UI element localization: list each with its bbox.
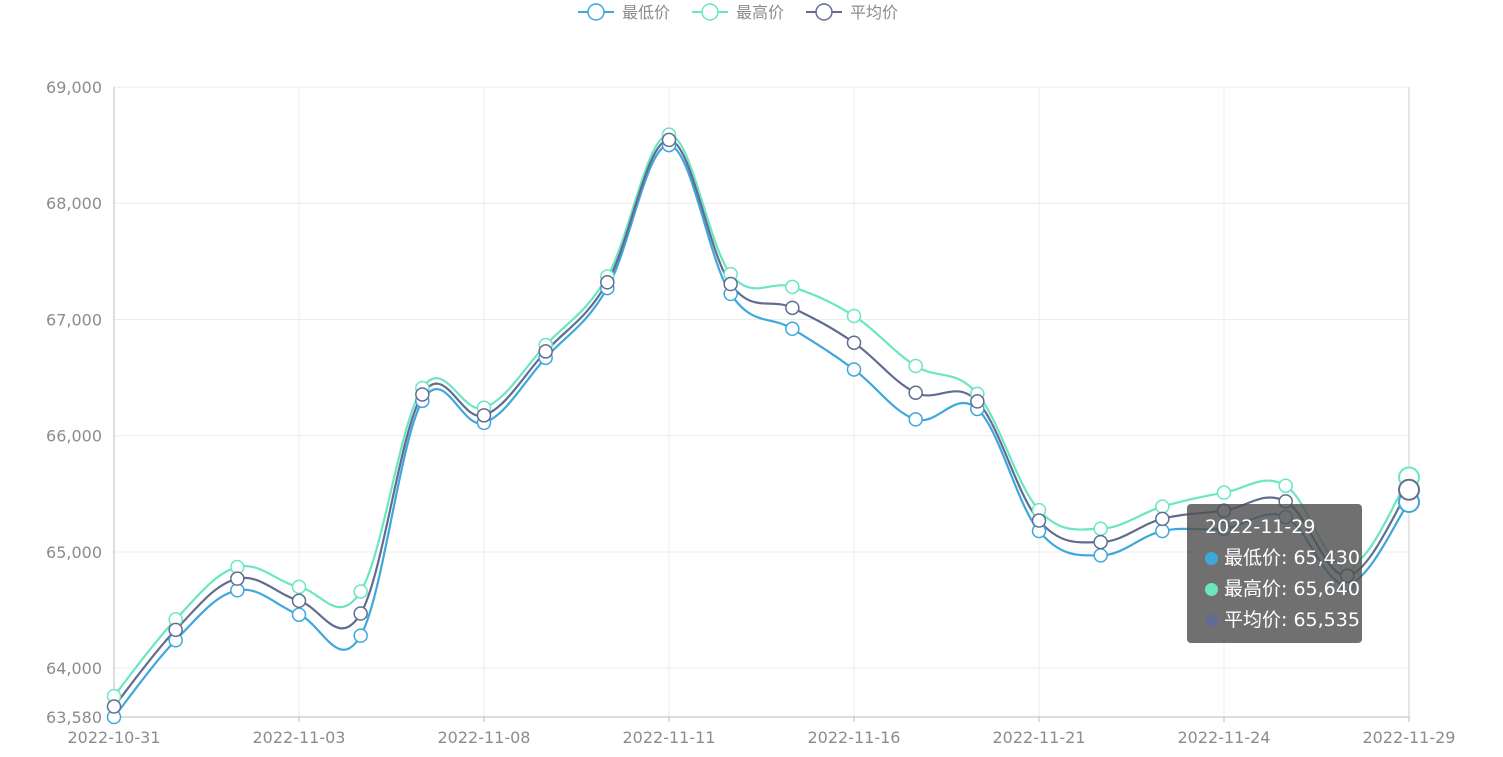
chart-tooltip: 2022-11-29 最低价: 65,430 最高价: 65,640 平均价: … bbox=[1187, 504, 1362, 643]
data-point-low bbox=[908, 412, 923, 427]
y-tick-label: 63,580 bbox=[46, 708, 102, 727]
x-tick-label: 2022-11-24 bbox=[1178, 728, 1271, 747]
tooltip-dot-avg bbox=[1205, 614, 1218, 627]
tooltip-row-low: 最低价: 65,430 bbox=[1205, 543, 1362, 574]
data-point-avg bbox=[476, 408, 492, 423]
legend-label-high: 最高价 bbox=[736, 3, 784, 22]
data-point-avg bbox=[538, 344, 553, 359]
legend-marker-low bbox=[587, 3, 605, 21]
legend-marker-avg bbox=[815, 3, 833, 21]
y-tick-label: 69,000 bbox=[46, 78, 102, 97]
data-point-avg bbox=[1031, 513, 1047, 528]
tooltip-title: 2022-11-29 bbox=[1205, 516, 1316, 538]
data-point-avg bbox=[970, 394, 985, 409]
x-tick-label: 2022-11-03 bbox=[253, 728, 346, 747]
data-point-avg bbox=[785, 300, 800, 316]
y-tick-label: 66,000 bbox=[46, 427, 102, 446]
data-point-low bbox=[1093, 548, 1108, 563]
tooltip-avg-text: 平均价: 65,535 bbox=[1224, 609, 1360, 631]
legend-marker-high bbox=[701, 3, 719, 21]
y-tick-label: 65,000 bbox=[46, 543, 102, 562]
data-point-low bbox=[1155, 523, 1170, 539]
data-point-high bbox=[846, 308, 862, 324]
data-point-high bbox=[353, 584, 368, 599]
y-tick-label: 64,000 bbox=[46, 659, 102, 678]
data-point-avg bbox=[908, 385, 923, 400]
data-point-avg bbox=[661, 132, 677, 148]
data-point-avg bbox=[1155, 511, 1170, 527]
tooltip-high-text: 最高价: 65,640 bbox=[1224, 578, 1360, 600]
data-point-avg bbox=[106, 699, 122, 714]
data-point-low bbox=[846, 362, 862, 377]
legend-label-avg: 平均价 bbox=[850, 3, 898, 22]
data-point-low bbox=[353, 628, 368, 643]
legend-label-low: 最低价 bbox=[622, 3, 670, 22]
data-point-high bbox=[908, 358, 923, 374]
data-point-high bbox=[1155, 499, 1170, 514]
data-point-avg bbox=[415, 387, 430, 402]
y-tick-label: 68,000 bbox=[46, 194, 102, 213]
data-point-avg bbox=[168, 622, 183, 638]
x-tick-label: 2022-10-31 bbox=[68, 728, 161, 747]
data-point-avg bbox=[846, 335, 862, 350]
x-tick-label: 2022-11-08 bbox=[438, 728, 531, 747]
y-tick-label: 67,000 bbox=[46, 310, 102, 329]
x-tick-label: 2022-11-11 bbox=[623, 728, 716, 747]
data-point-avg bbox=[230, 571, 245, 586]
x-tick-label: 2022-11-16 bbox=[808, 728, 901, 747]
data-point-avg bbox=[600, 275, 615, 290]
tooltip-row-high: 最高价: 65,640 bbox=[1205, 574, 1362, 605]
tooltip-dot-low bbox=[1205, 552, 1218, 565]
tooltip-low-text: 最低价: 65,430 bbox=[1224, 547, 1360, 569]
data-point-high bbox=[1093, 521, 1108, 536]
data-point-high bbox=[1216, 485, 1232, 500]
data-point-avg bbox=[1093, 534, 1108, 550]
data-point-low bbox=[291, 607, 307, 622]
data-point-high bbox=[1278, 478, 1293, 493]
data-point-low bbox=[785, 321, 800, 337]
series-line-low bbox=[113, 144, 1410, 718]
data-point-avg bbox=[291, 593, 307, 609]
x-tick-label: 2022-11-29 bbox=[1363, 728, 1456, 747]
x-tick-label: 2022-11-21 bbox=[993, 728, 1086, 747]
data-point-avg bbox=[1398, 478, 1420, 501]
data-point-high bbox=[291, 579, 307, 595]
data-point-avg bbox=[353, 606, 368, 621]
series-line-avg bbox=[113, 138, 1410, 708]
series-line-high bbox=[113, 133, 1410, 697]
data-point-avg bbox=[723, 276, 738, 292]
data-point-high bbox=[785, 279, 800, 295]
tooltip-dot-high bbox=[1205, 583, 1218, 596]
tooltip-row-avg: 平均价: 65,535 bbox=[1205, 605, 1362, 636]
